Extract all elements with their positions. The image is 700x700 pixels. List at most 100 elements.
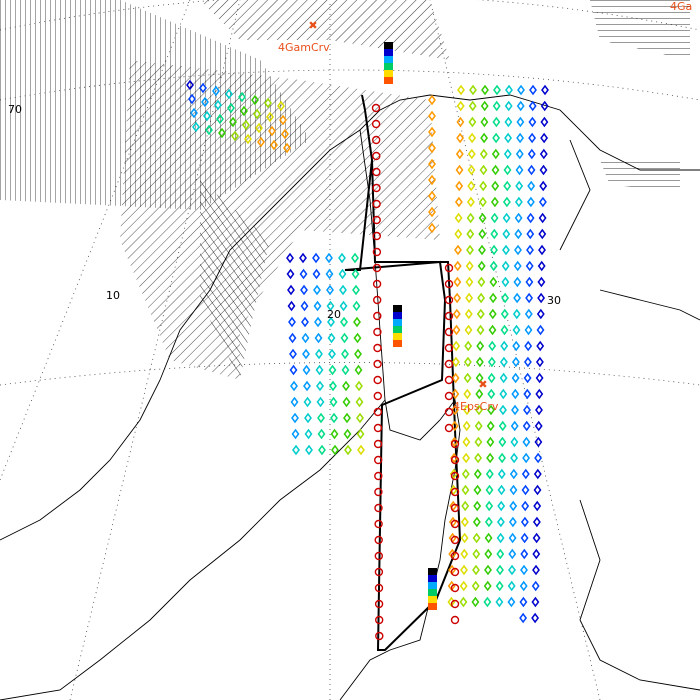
diamond-marker — [535, 372, 544, 384]
track-point — [372, 135, 381, 145]
diamond-marker — [455, 180, 464, 192]
diamond-marker — [532, 516, 541, 528]
diamond-marker — [490, 244, 498, 256]
diamond-marker — [343, 412, 351, 424]
diamond-marker — [520, 516, 529, 528]
diamond-marker — [498, 420, 507, 432]
diamond-marker — [514, 244, 522, 256]
diamond-marker — [462, 452, 471, 464]
diamond-marker — [524, 308, 533, 320]
diamond-marker — [428, 110, 436, 122]
diamond-marker — [471, 580, 480, 592]
color-stack — [428, 568, 437, 575]
diamond-marker — [536, 324, 545, 336]
diamond-marker — [289, 364, 298, 376]
diamond-marker — [492, 100, 501, 112]
diamond-marker — [451, 372, 460, 384]
diamond-marker — [303, 380, 311, 392]
diamond-marker — [533, 468, 542, 480]
diamond-marker — [227, 102, 235, 114]
track-point — [375, 631, 384, 641]
diamond-marker — [355, 396, 364, 408]
diamond-marker — [477, 276, 486, 288]
diamond-marker — [451, 388, 460, 400]
color-stack — [393, 326, 402, 333]
lon-label: 20 — [327, 308, 341, 321]
diamond-marker — [486, 420, 495, 432]
diamond-marker — [325, 252, 333, 264]
diamond-marker — [474, 452, 483, 464]
diamond-marker — [299, 252, 307, 264]
diamond-marker — [352, 284, 360, 296]
diamond-marker — [266, 111, 274, 123]
track-point — [372, 279, 382, 289]
diamond-marker — [537, 276, 546, 288]
track-point — [444, 343, 454, 353]
diamond-marker — [534, 436, 543, 448]
diamond-marker — [326, 284, 334, 296]
diamond-marker — [479, 148, 488, 160]
track-point — [444, 359, 454, 369]
diamond-marker — [513, 276, 522, 288]
track-point — [374, 535, 383, 545]
diamond-marker — [287, 300, 296, 312]
diamond-marker — [468, 100, 477, 112]
track-point — [375, 615, 384, 625]
diamond-marker — [476, 308, 485, 320]
diamond-marker — [526, 196, 535, 208]
diamond-marker — [291, 412, 299, 424]
color-stack — [393, 312, 402, 319]
diamond-marker — [485, 500, 494, 512]
diamond-marker — [326, 300, 335, 312]
diamond-marker — [505, 84, 513, 96]
track-point — [450, 455, 460, 465]
diamond-marker — [512, 308, 521, 320]
diamond-marker — [497, 468, 506, 480]
track-point — [450, 471, 460, 481]
diamond-marker — [523, 372, 532, 384]
diamond-marker — [229, 116, 237, 128]
diamond-marker — [487, 388, 496, 400]
track-point — [374, 551, 383, 561]
diamond-marker — [513, 260, 522, 272]
diamond-marker — [536, 308, 545, 320]
diamond-marker — [520, 564, 528, 576]
diamond-marker — [535, 404, 543, 416]
diamond-marker — [188, 93, 196, 105]
track-point — [372, 247, 382, 257]
color-stack — [393, 340, 402, 347]
diamond-marker — [329, 396, 338, 408]
track-point — [444, 391, 454, 401]
diamond-marker — [428, 174, 436, 186]
diamond-marker — [355, 380, 363, 392]
diamond-marker — [351, 252, 359, 264]
track-point — [444, 263, 454, 273]
diamond-marker — [299, 268, 308, 280]
diamond-marker — [329, 380, 337, 392]
diamond-marker — [473, 500, 482, 512]
diamond-marker — [186, 79, 194, 91]
diamond-marker — [270, 139, 278, 151]
marker-label: 4Ga — [670, 0, 692, 13]
diamond-marker — [514, 228, 523, 240]
track-point — [374, 583, 384, 593]
diamond-marker — [478, 196, 487, 208]
diamond-marker — [288, 332, 297, 344]
diamond-marker — [501, 276, 510, 288]
diamond-marker — [520, 548, 529, 560]
color-stack — [384, 77, 393, 84]
diamond-marker — [468, 132, 477, 144]
diamond-marker — [521, 484, 530, 496]
diamond-marker — [456, 100, 465, 112]
diamond-marker — [331, 444, 339, 456]
track-point — [444, 407, 454, 417]
diamond-marker — [428, 206, 436, 218]
color-stack — [393, 319, 402, 326]
diamond-marker — [526, 228, 535, 240]
diamond-marker — [304, 412, 312, 424]
diamond-marker — [257, 136, 265, 148]
diamond-marker — [454, 228, 463, 240]
diamond-marker — [453, 276, 462, 288]
diamond-marker — [528, 132, 537, 144]
color-stack — [384, 70, 393, 77]
